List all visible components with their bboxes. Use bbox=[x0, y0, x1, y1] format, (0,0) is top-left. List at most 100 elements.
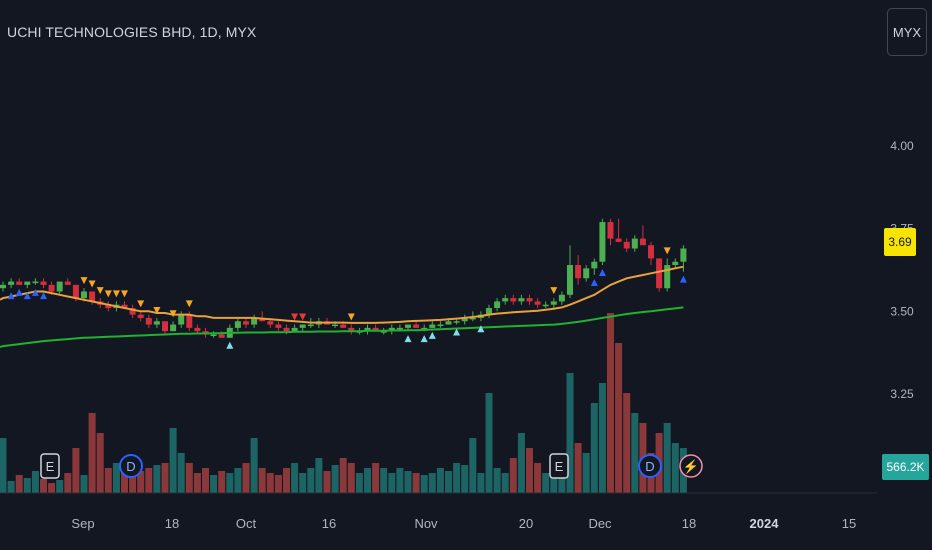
chart-title: UCHI TECHNOLOGIES BHD, 1D, MYX bbox=[7, 24, 257, 40]
sell-signal-marker bbox=[121, 290, 128, 298]
volume-bar bbox=[355, 473, 363, 493]
volume-bar bbox=[104, 468, 112, 493]
volume-bar bbox=[137, 471, 145, 493]
currency-button[interactable]: MYX bbox=[887, 8, 927, 56]
volume-bar bbox=[274, 475, 282, 493]
sell-signal-marker bbox=[153, 306, 161, 314]
candle-body bbox=[105, 304, 112, 309]
candle-body bbox=[162, 321, 168, 332]
buy-signal-marker bbox=[31, 288, 39, 296]
volume-bar bbox=[526, 448, 533, 493]
volume-bar bbox=[242, 463, 250, 493]
event-badge-dividend[interactable]: D bbox=[638, 454, 662, 478]
candle-body bbox=[542, 304, 549, 307]
candle-body bbox=[299, 324, 306, 328]
event-badge-earnings[interactable]: E bbox=[549, 453, 569, 479]
candle-body bbox=[396, 327, 403, 330]
candle-body bbox=[550, 301, 557, 305]
candle-body bbox=[121, 304, 128, 309]
volume-bar bbox=[56, 480, 64, 493]
volume-bar bbox=[493, 468, 501, 493]
candle-body bbox=[607, 222, 614, 239]
candle-body bbox=[575, 265, 582, 279]
candles bbox=[0, 218, 687, 338]
event-badge-label: ⚡ bbox=[683, 459, 699, 475]
volume-bar bbox=[615, 343, 623, 493]
time-axis[interactable]: Sep 18 Oct 16 Nov 20 Dec 18 2024 15 bbox=[71, 516, 856, 531]
price-axis[interactable]: 4.003.753.503.25 bbox=[890, 139, 914, 401]
volume-bar bbox=[623, 393, 631, 493]
sell-signal-marker bbox=[347, 313, 355, 321]
sell-signal-marker bbox=[112, 290, 120, 298]
volume-bar bbox=[226, 473, 234, 493]
volume-bar bbox=[234, 468, 242, 493]
candle-body bbox=[453, 321, 460, 323]
event-badge-split[interactable]: ⚡ bbox=[679, 454, 703, 478]
candle-body bbox=[186, 314, 193, 328]
candle-body bbox=[518, 298, 525, 302]
candle-body bbox=[210, 334, 217, 336]
candle-body bbox=[81, 291, 87, 299]
candle-body bbox=[469, 317, 476, 320]
candle-body bbox=[48, 284, 55, 292]
volume-bar bbox=[428, 473, 436, 493]
volume-bar bbox=[445, 471, 452, 493]
candle-body bbox=[429, 324, 436, 328]
volume-bar bbox=[671, 443, 679, 493]
volume-bar bbox=[364, 468, 371, 493]
candle-body bbox=[283, 327, 290, 332]
time-tick-label: 2024 bbox=[750, 516, 780, 531]
volume-bar bbox=[469, 438, 477, 493]
candle-body bbox=[494, 301, 501, 309]
event-badge-dividend[interactable]: D bbox=[119, 454, 143, 478]
volume-bar bbox=[590, 403, 598, 493]
candle-body bbox=[251, 317, 258, 325]
time-tick-label: Sep bbox=[71, 516, 94, 531]
buy-signal-marker bbox=[590, 278, 598, 286]
candle-body bbox=[664, 265, 671, 289]
volume-bars bbox=[0, 313, 687, 493]
volume-bar bbox=[250, 438, 258, 493]
volume-bar bbox=[574, 443, 582, 493]
sell-signal-marker bbox=[663, 247, 671, 255]
candle-body bbox=[64, 281, 71, 285]
candle-body bbox=[615, 238, 622, 242]
ma-slow-line bbox=[0, 306, 684, 348]
volume-bar bbox=[31, 471, 39, 493]
buy-signal-marker bbox=[404, 335, 412, 343]
candle-body bbox=[340, 324, 347, 328]
sell-signal-marker bbox=[104, 290, 112, 298]
event-badge-earnings[interactable]: E bbox=[40, 453, 60, 479]
volume-bar bbox=[145, 468, 153, 493]
candle-body bbox=[502, 298, 509, 302]
signal-markers bbox=[7, 247, 687, 349]
buy-signal-marker bbox=[15, 288, 23, 296]
candle-body bbox=[16, 281, 23, 285]
volume-bar bbox=[453, 463, 461, 493]
candle-body bbox=[631, 238, 638, 249]
candle-body bbox=[510, 298, 517, 302]
candle-body bbox=[8, 281, 15, 285]
last-volume-tag: 566.2K bbox=[882, 454, 929, 480]
sell-signal-marker bbox=[169, 310, 177, 318]
sell-signal-marker bbox=[291, 313, 299, 321]
buy-signal-marker bbox=[428, 331, 436, 339]
volume-bar bbox=[534, 463, 542, 493]
price-tick-label: 3.50 bbox=[890, 304, 914, 318]
candle-body bbox=[145, 317, 152, 325]
buy-signal-marker bbox=[23, 292, 31, 300]
volume-bar bbox=[80, 475, 88, 493]
buy-signal-marker bbox=[453, 328, 461, 336]
volume-bar bbox=[266, 473, 274, 493]
volume-bar bbox=[631, 413, 639, 493]
buy-signal-marker bbox=[477, 325, 485, 333]
event-badge-label: E bbox=[555, 459, 564, 474]
candle-body bbox=[153, 321, 160, 325]
volume-bar bbox=[169, 428, 177, 493]
event-badges[interactable]: E D E D ⚡ bbox=[40, 453, 703, 479]
candle-body bbox=[445, 321, 452, 325]
volume-bar bbox=[185, 463, 193, 493]
volume-bar bbox=[550, 468, 558, 493]
volume-bar bbox=[121, 473, 128, 493]
